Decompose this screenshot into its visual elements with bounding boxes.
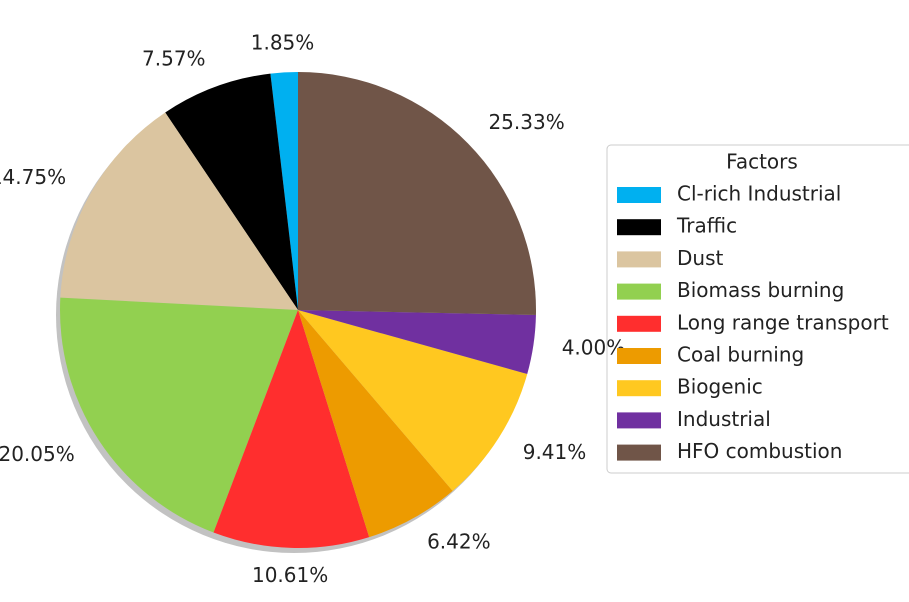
value-label: 10.61% <box>252 563 328 587</box>
legend-label: Traffic <box>676 214 737 238</box>
legend-swatch <box>617 283 661 300</box>
pie-slice <box>213 310 370 548</box>
legend-swatch <box>617 412 661 429</box>
pie-slice <box>298 310 536 374</box>
legend-swatch <box>617 444 661 461</box>
legend-label: HFO combustion <box>677 439 842 463</box>
value-label: 14.75% <box>0 165 66 189</box>
legend-label: Biogenic <box>677 375 763 399</box>
legend-swatch <box>617 315 661 332</box>
value-label: 6.42% <box>427 530 491 554</box>
pie-slice <box>298 310 453 538</box>
value-label: 20.05% <box>0 442 75 466</box>
legend-swatch <box>617 219 661 236</box>
legend-label: Biomass burning <box>677 278 844 302</box>
value-label: 4.00% <box>562 335 626 359</box>
legend-label: Cl-rich Industrial <box>677 182 841 206</box>
legend-label: Dust <box>677 246 723 270</box>
legend-label: Industrial <box>677 407 771 431</box>
legend-swatch <box>617 187 661 203</box>
legend-title: Factors <box>726 150 798 174</box>
value-label: 7.57% <box>142 46 206 70</box>
legend-swatch <box>617 251 661 268</box>
legend-label: Long range transport <box>677 310 889 334</box>
pie-slice <box>60 112 298 311</box>
legend-swatch <box>617 348 661 364</box>
legend-label: Coal burning <box>677 343 804 367</box>
pie-slice <box>298 72 536 315</box>
pie-slice <box>298 310 528 491</box>
legend-box <box>606 144 909 474</box>
pie-slice <box>270 72 298 310</box>
value-label: 25.33% <box>488 110 564 134</box>
legend-swatch <box>617 380 661 397</box>
value-label: 9.41% <box>523 440 587 464</box>
pie-slice <box>165 73 298 310</box>
value-label: 1.85% <box>251 30 315 54</box>
pie-slice <box>59 297 298 533</box>
